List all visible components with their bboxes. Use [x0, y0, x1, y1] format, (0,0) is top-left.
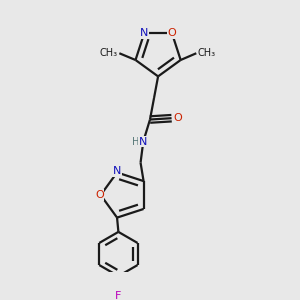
- Text: F: F: [115, 290, 122, 300]
- Text: N: N: [140, 28, 148, 38]
- Text: N: N: [113, 166, 121, 176]
- Text: CH₃: CH₃: [100, 48, 118, 58]
- Text: N: N: [139, 136, 147, 147]
- Text: CH₃: CH₃: [198, 48, 216, 58]
- Text: O: O: [168, 28, 176, 38]
- Text: O: O: [173, 113, 182, 123]
- Text: H: H: [132, 136, 140, 147]
- Text: O: O: [95, 190, 104, 200]
